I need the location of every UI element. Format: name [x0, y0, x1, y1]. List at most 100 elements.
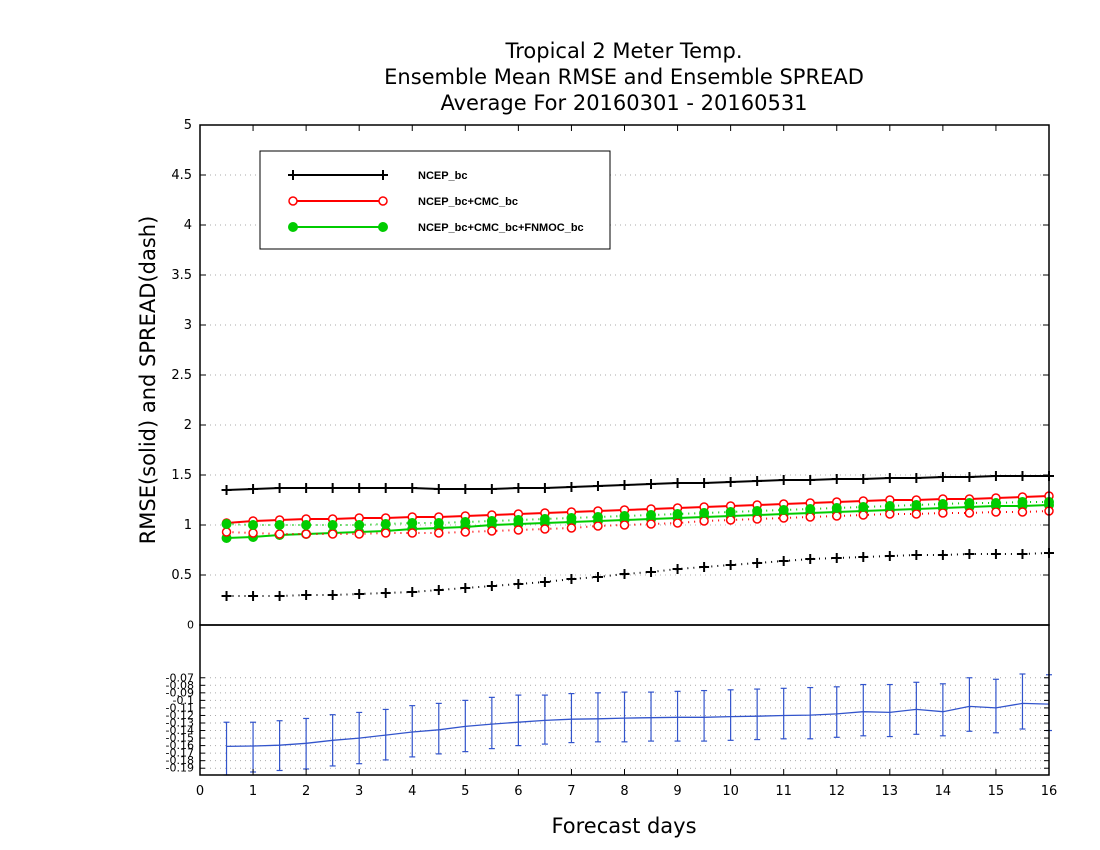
- data-point: [592, 572, 603, 582]
- legend-marker: [288, 196, 298, 206]
- main-y-tick-label: 4: [184, 218, 192, 233]
- data-point: [407, 483, 418, 493]
- data-point: [274, 591, 285, 601]
- data-point: [327, 529, 338, 539]
- legend-marker: [378, 170, 388, 180]
- data-point: [752, 476, 763, 486]
- data-point: [354, 483, 365, 493]
- data-point: [513, 579, 524, 589]
- data-point: [248, 528, 258, 538]
- series-4: [221, 506, 1054, 539]
- difference-line: [226, 702, 1050, 748]
- data-point: [301, 529, 311, 539]
- series-0: [221, 471, 1054, 495]
- data-point: [221, 519, 232, 529]
- x-tick-label: 11: [775, 784, 792, 799]
- data-point: [1017, 471, 1028, 481]
- x-tick-label: 14: [935, 784, 952, 799]
- data-point: [248, 520, 259, 530]
- data-point: [407, 528, 417, 538]
- legend-label: NCEP_bc+CMC_bc+FNMOC_bc: [418, 222, 584, 234]
- data-point: [327, 520, 338, 530]
- data-point: [831, 503, 842, 513]
- data-point: [566, 513, 577, 523]
- difference-y-tick-label: -0.08: [166, 679, 194, 692]
- data-point: [619, 511, 630, 521]
- data-point: [327, 590, 338, 600]
- data-point: [964, 508, 975, 518]
- main-panel-series: [221, 471, 1054, 601]
- x-tick-label: 1: [249, 784, 257, 799]
- data-point: [911, 473, 922, 483]
- data-point: [486, 516, 497, 526]
- data-point: [699, 508, 710, 518]
- data-point: [646, 519, 656, 529]
- legend-marker: [288, 170, 298, 180]
- data-point: [407, 587, 418, 597]
- data-point: [752, 558, 763, 568]
- data-point: [301, 590, 312, 600]
- x-tick-label: 2: [302, 784, 310, 799]
- difference-y-tick-label: -0.11: [166, 701, 194, 714]
- data-point: [672, 518, 683, 528]
- y-axis-label: RMSE(solid) and SPREAD(dash): [136, 216, 160, 545]
- data-point: [672, 564, 683, 574]
- data-point: [646, 567, 657, 577]
- data-point: [301, 520, 312, 530]
- data-point: [221, 527, 232, 537]
- legend-entry: NCEP_bc+CMC_bc+FNMOC_bc: [288, 222, 584, 234]
- data-point: [699, 478, 710, 488]
- data-point: [434, 528, 444, 538]
- data-point: [938, 508, 948, 518]
- data-point: [778, 475, 789, 485]
- data-point: [884, 551, 895, 561]
- data-point: [831, 474, 842, 484]
- legend-entry: NCEP_bc: [288, 170, 468, 182]
- difference-y-tick-label: -0.13: [166, 716, 194, 729]
- x-tick-label: 6: [514, 784, 522, 799]
- data-point: [752, 506, 763, 516]
- chart-title: Tropical 2 Meter Temp. Ensemble Mean RMS…: [384, 39, 864, 115]
- x-tick-label: 0: [196, 784, 204, 799]
- data-point: [672, 478, 683, 488]
- data-point: [832, 511, 842, 521]
- difference-y-tick-label: -0.16: [166, 739, 194, 752]
- data-point: [990, 498, 1001, 508]
- data-point: [327, 483, 338, 493]
- main-y-axis: 0.5 1 1.5 2 2.5 3 3.5 4 4.5 5: [171, 118, 1049, 583]
- data-point: [725, 560, 736, 570]
- difference-y-axis: 0 -0.07-0.08-0.09-0.1-0.11-0.12-0.13-0.14…: [166, 619, 1049, 775]
- data-point: [566, 482, 577, 492]
- data-point: [619, 569, 630, 579]
- difference-y-tick-label: -0.17: [166, 747, 194, 760]
- data-point: [699, 516, 709, 526]
- difference-y-tick-label: -0.14: [166, 724, 194, 737]
- x-axis-label: Forecast days: [551, 814, 696, 838]
- legend-marker: [378, 222, 388, 232]
- chart-title-line-3: Average For 20160301 - 20160531: [440, 91, 807, 115]
- legend-label: NCEP_bc: [418, 170, 468, 182]
- data-point: [778, 505, 789, 515]
- main-y-tick-label: 0.5: [171, 568, 192, 583]
- data-point: [937, 550, 948, 560]
- data-point: [937, 472, 948, 482]
- data-point: [885, 509, 895, 519]
- data-point: [248, 591, 259, 601]
- difference-y-tick-label: -0.15: [166, 732, 194, 745]
- data-point: [539, 514, 550, 524]
- x-tick-label: 15: [988, 784, 1005, 799]
- main-y-tick-label: 3.5: [171, 268, 192, 283]
- legend-marker: [288, 222, 298, 232]
- data-point: [592, 512, 603, 522]
- series-3: [221, 548, 1054, 601]
- main-y-tick-label: 1.5: [171, 468, 192, 483]
- data-point: [513, 515, 524, 525]
- data-point: [725, 477, 736, 487]
- x-axis: 0 1 2 3 4 5 6 7 8 9 10 11 12 13 14 15 16: [196, 125, 1057, 799]
- data-point: [884, 501, 895, 511]
- data-point: [407, 518, 418, 528]
- difference-y-tick-label: -0.18: [166, 754, 194, 767]
- difference-series: [223, 673, 1052, 776]
- x-tick-label: 16: [1041, 784, 1058, 799]
- data-point: [274, 483, 285, 493]
